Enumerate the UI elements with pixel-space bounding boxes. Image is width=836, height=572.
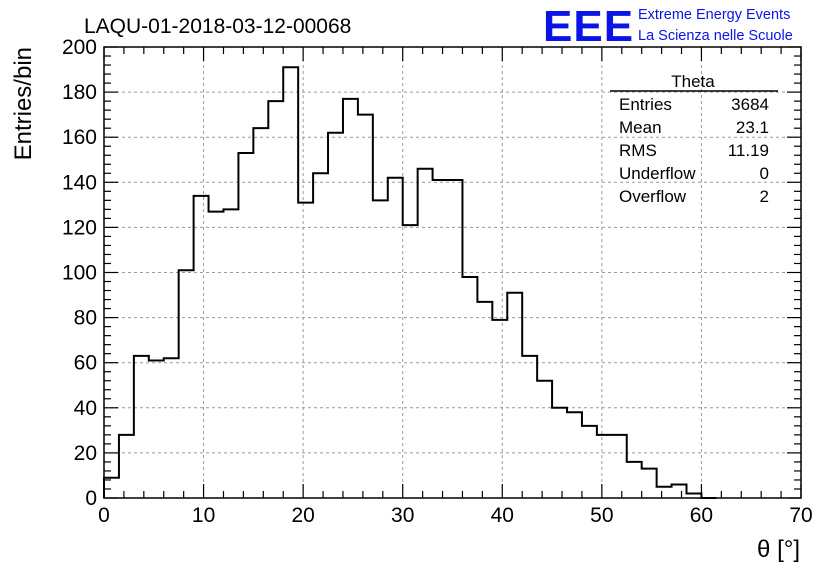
axis-ticks: [103, 46, 802, 499]
histogram-bin: [223, 209, 238, 498]
y-tick-label: 80: [74, 307, 97, 330]
stats-label: Entries: [619, 95, 672, 114]
histogram-bin: [388, 178, 403, 498]
x-tick-label: 40: [491, 504, 514, 527]
histogram-bin: [552, 408, 567, 498]
histogram-bin: [179, 270, 194, 498]
y-tick-label: 20: [74, 442, 97, 465]
stats-value: 0: [760, 164, 769, 183]
histogram-bin: [642, 469, 657, 498]
logo-line-2: La Scienza nelle Scuole: [638, 28, 793, 44]
stats-rows: Entries 3684 Mean 23.1 RMS 11.19 Underflow 0 Ove…: [619, 95, 769, 206]
histogram-bin: [238, 153, 253, 498]
histogram-bin: [582, 426, 597, 498]
y-tick-label: 140: [62, 171, 97, 194]
histogram-bin: [567, 412, 582, 498]
histogram-bin: [418, 169, 433, 498]
x-tick-label: 0: [98, 504, 110, 527]
stats-value: 11.19: [728, 141, 769, 160]
x-tick-label: 20: [291, 504, 314, 527]
histogram-bin: [298, 203, 313, 498]
histogram-bin: [477, 302, 492, 498]
stats-label: Underflow: [619, 164, 696, 183]
chart-title: LAQU-01-2018-03-12-00068: [84, 15, 351, 38]
histogram-bin: [462, 277, 477, 498]
histogram-bin: [164, 358, 179, 498]
stats-label: Mean: [619, 118, 662, 137]
x-tick-label: 60: [690, 504, 713, 527]
histogram-bin: [403, 225, 418, 498]
histogram-bin: [612, 435, 627, 498]
histogram-bin: [672, 484, 687, 498]
histogram-bin: [283, 67, 298, 498]
histogram-bin: [507, 293, 522, 498]
histogram-bin: [268, 101, 283, 498]
histogram-bin: [537, 381, 552, 498]
stats-value: 2: [760, 187, 769, 206]
y-tick-label: 60: [74, 352, 97, 375]
histogram-bin: [627, 462, 642, 498]
histogram-bin: [194, 196, 209, 498]
y-tick-label: 100: [62, 262, 97, 285]
histogram-bin: [597, 435, 612, 498]
histogram-bin: [657, 487, 672, 498]
stats-label: RMS: [619, 141, 657, 160]
histogram-bin: [448, 180, 463, 498]
histogram-bin: [328, 133, 343, 498]
histogram-bin: [433, 180, 448, 498]
x-tick-label: 30: [391, 504, 414, 527]
grid-lines: [104, 47, 801, 498]
histogram-bin: [358, 115, 373, 498]
x-axis-title: θ [°]: [757, 536, 800, 563]
histogram-bin: [522, 356, 537, 498]
y-tick-label: 40: [74, 397, 97, 420]
x-tick-label: 50: [590, 504, 613, 527]
stats-value: 3684: [731, 95, 769, 114]
histogram-bin: [686, 493, 701, 498]
histogram-outline: [103, 66, 717, 499]
logo-text: EEE: [543, 2, 634, 51]
histogram-bin: [104, 478, 119, 498]
histogram-bin: [119, 435, 134, 498]
histogram-bin: [373, 200, 388, 498]
y-tick-label: 0: [85, 487, 97, 510]
histogram-bin: [253, 128, 268, 498]
histogram-bin: [313, 173, 328, 498]
stats-label: Overflow: [619, 187, 687, 206]
y-tick-labels: 0 20 40 60 80 100 120 140 160 180 200: [62, 36, 97, 510]
y-tick-label: 200: [62, 36, 97, 59]
stats-title: Theta: [671, 72, 715, 91]
x-tick-labels: 0 10 20 30 40 50 60 70: [98, 504, 813, 527]
histogram-bin: [149, 360, 164, 498]
x-tick-label: 70: [789, 504, 812, 527]
histogram-bin: [492, 320, 507, 498]
histogram-bin: [343, 99, 358, 498]
logo-line-1: Extreme Energy Events: [638, 7, 790, 23]
stats-box: Theta Entries 3684 Mean 23.1 RMS 11.19 Underfl…: [610, 72, 778, 206]
histogram-bin: [134, 356, 149, 498]
eee-logo: EEE Extreme Energy Events La Scienza nel…: [543, 2, 793, 51]
stats-value: 23.1: [736, 118, 769, 137]
histogram-bin: [209, 212, 224, 498]
y-tick-label: 180: [62, 81, 97, 104]
y-axis-title: Entries/bin: [10, 47, 37, 160]
y-tick-label: 120: [62, 216, 97, 239]
y-tick-label: 160: [62, 126, 97, 149]
x-tick-label: 10: [192, 504, 215, 527]
